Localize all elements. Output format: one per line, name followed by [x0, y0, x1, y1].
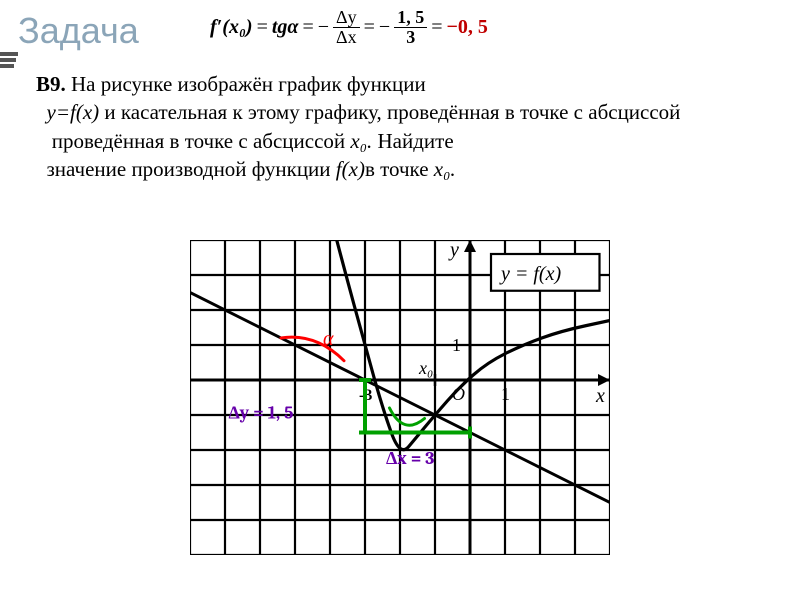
problem-label: B9. [36, 72, 66, 96]
slide-title: Задача [18, 10, 139, 52]
svg-text:1: 1 [452, 335, 461, 355]
formula-tga: tgα [272, 16, 299, 39]
svg-text:x: x [595, 385, 605, 407]
formula-result: −0, 5 [446, 16, 487, 39]
title-decor [0, 52, 18, 70]
graph: xyO11-3x₀αΔy = 1, 5Δx = 3y = f(x) [190, 240, 610, 570]
formula-frac1: Δy Δx [333, 8, 360, 47]
derivative-formula: f′(x₀) = tgα = − Δy Δx = − 1, 5 3 = −0, … [210, 8, 488, 47]
svg-text:α: α [323, 328, 334, 350]
problem-text: B9. На рисунке изображён график функции … [36, 70, 770, 183]
svg-text:Δx = 3: Δx = 3 [386, 448, 434, 469]
svg-text:Δy = 1, 5: Δy = 1, 5 [229, 403, 294, 424]
svg-text:1: 1 [501, 384, 510, 404]
svg-text:y: y [448, 240, 459, 261]
svg-text:y = f(x): y = f(x) [499, 263, 561, 285]
formula-frac2: 1, 5 3 [394, 8, 427, 47]
formula-lhs: f′(x₀) [210, 16, 253, 39]
svg-text:x₀: x₀ [418, 358, 433, 378]
